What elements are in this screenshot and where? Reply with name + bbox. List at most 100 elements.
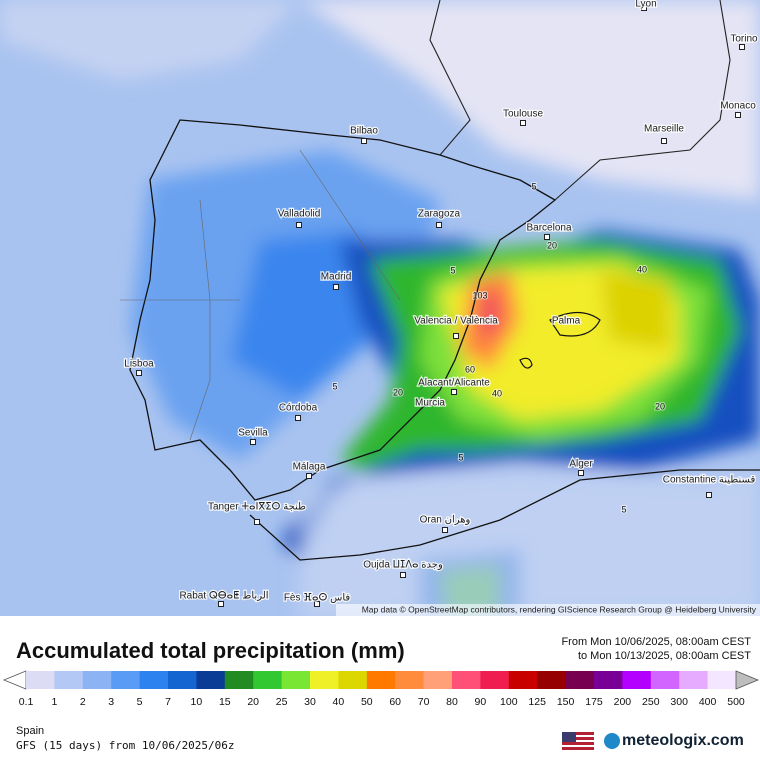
city-label: Málaga bbox=[293, 462, 326, 473]
contour-label: 103 bbox=[472, 290, 487, 300]
colorbar-label: 300 bbox=[670, 696, 688, 708]
colorbar-label: 175 bbox=[585, 696, 603, 708]
city-marker bbox=[254, 519, 260, 525]
colorbar-label: 400 bbox=[699, 696, 717, 708]
city-label: Alger bbox=[569, 459, 593, 470]
city-label: Sevilla bbox=[238, 428, 268, 439]
colorbar-label: 25 bbox=[276, 696, 288, 708]
city-marker bbox=[739, 44, 745, 50]
model-run: GFS (15 days) from 10/06/2025/06z bbox=[16, 739, 235, 752]
city-label: Madrid bbox=[321, 272, 352, 283]
colorbar-swatch bbox=[26, 671, 55, 689]
contour-label: 5 bbox=[458, 452, 463, 462]
borders bbox=[120, 149, 401, 441]
period-from: From Mon 10/06/2025, 08:00am CEST bbox=[561, 636, 751, 648]
city-label: Murcia bbox=[415, 398, 445, 409]
islands bbox=[519, 311, 601, 369]
contour-label: 60 bbox=[465, 364, 475, 374]
brand[interactable]: meteologix.com bbox=[622, 732, 744, 749]
city-marker bbox=[442, 527, 448, 533]
colorbar-arrow-low bbox=[2, 670, 27, 690]
colorbar-label: 100 bbox=[500, 696, 518, 708]
city-marker bbox=[306, 473, 312, 479]
city-marker bbox=[295, 415, 301, 421]
city-marker bbox=[136, 370, 142, 376]
colorbar-label: 150 bbox=[557, 696, 575, 708]
colorbar-swatch bbox=[565, 671, 595, 689]
city-label: Fès ⴼⴰⵙ فاس bbox=[284, 593, 351, 604]
legend-title: Accumulated total precipitation (mm) bbox=[16, 638, 405, 663]
colorbar-label: 60 bbox=[389, 696, 401, 708]
region: Spain bbox=[16, 725, 44, 737]
colorbar-swatch bbox=[111, 671, 141, 689]
attribution-bg bbox=[336, 604, 760, 616]
colorbar-swatch bbox=[594, 671, 623, 689]
colorbar-label: 90 bbox=[475, 696, 487, 708]
colorbar-label: 7 bbox=[165, 696, 171, 708]
city-label: Córdoba bbox=[279, 403, 318, 414]
city-label: Constantine قسنطينة bbox=[663, 475, 756, 486]
colorbar-label: 200 bbox=[614, 696, 632, 708]
colorbar-swatch bbox=[650, 671, 680, 689]
attribution: Map data © OpenStreetMap contributors, r… bbox=[362, 604, 757, 614]
colorbar-swatch bbox=[679, 671, 709, 689]
city-marker bbox=[453, 333, 459, 339]
city-label: Lyon bbox=[635, 0, 656, 10]
brand-logo bbox=[604, 733, 620, 749]
city-marker bbox=[436, 222, 442, 228]
colorbar-swatch bbox=[168, 671, 197, 689]
colorbar-swatch bbox=[54, 671, 84, 689]
city-label: Valladolid bbox=[278, 209, 321, 220]
city-label: Valencia / València bbox=[414, 316, 498, 327]
city-marker bbox=[218, 601, 224, 607]
colorbar-label: 250 bbox=[642, 696, 660, 708]
colorbar-swatch bbox=[310, 671, 339, 689]
city-label: Tanger ⵜⴰⵏⴳⵉⵔ طنجة bbox=[208, 502, 306, 513]
period-to: to Mon 10/13/2025, 08:00am CEST bbox=[578, 650, 751, 662]
city-label: Monaco bbox=[720, 101, 756, 112]
city-label: Barcelona bbox=[526, 223, 571, 234]
city-label: Bilbao bbox=[350, 126, 378, 137]
city-marker bbox=[296, 222, 302, 228]
colorbar-swatch bbox=[253, 671, 283, 689]
colorbar-label: 2 bbox=[80, 696, 86, 708]
city-marker bbox=[250, 439, 256, 445]
city-label: Marseille bbox=[644, 124, 684, 135]
city-marker bbox=[333, 284, 339, 290]
city-label: Lisboa bbox=[124, 359, 154, 370]
city-marker bbox=[520, 120, 526, 126]
legend-panel: Accumulated total precipitation (mm) Fro… bbox=[2, 636, 760, 752]
colorbar-label: 70 bbox=[418, 696, 430, 708]
city-label: Oujda ⵡⵊⴷⴰ وجدة bbox=[363, 560, 443, 571]
colorbar-swatch bbox=[452, 671, 481, 689]
colorbar-swatch bbox=[366, 671, 396, 689]
city-label: Palma bbox=[552, 316, 581, 327]
colorbar-swatch bbox=[537, 671, 567, 689]
colorbar-arrow-high bbox=[735, 670, 760, 690]
colorbar-label: 40 bbox=[333, 696, 345, 708]
coastline bbox=[429, 0, 731, 201]
city-marker bbox=[400, 572, 406, 578]
colorbar-label: 30 bbox=[304, 696, 316, 708]
colorbar-swatch bbox=[622, 671, 652, 689]
city-label: Zaragoza bbox=[418, 209, 461, 220]
colorbar-swatch bbox=[707, 671, 737, 689]
colorbar-swatch bbox=[480, 671, 510, 689]
contour-label: 20 bbox=[655, 401, 665, 411]
colorbar-swatch bbox=[281, 671, 311, 689]
city-marker bbox=[314, 601, 320, 607]
colorbar-swatch bbox=[82, 671, 112, 689]
colorbar-label: 500 bbox=[727, 696, 745, 708]
city-marker bbox=[544, 234, 550, 240]
contour-label: 40 bbox=[492, 388, 502, 398]
city-marker bbox=[578, 470, 584, 476]
colorbar-label: 15 bbox=[219, 696, 231, 708]
city-marker bbox=[641, 5, 647, 11]
colorbar-label: 0.1 bbox=[19, 696, 34, 708]
city-marker bbox=[706, 492, 712, 498]
city-marker bbox=[735, 112, 741, 118]
colorbar-label: 1 bbox=[51, 696, 57, 708]
colorbar-swatch bbox=[224, 671, 254, 689]
city-label: Rabat ⵕⴱⴰⵟ الرباط bbox=[179, 591, 268, 602]
